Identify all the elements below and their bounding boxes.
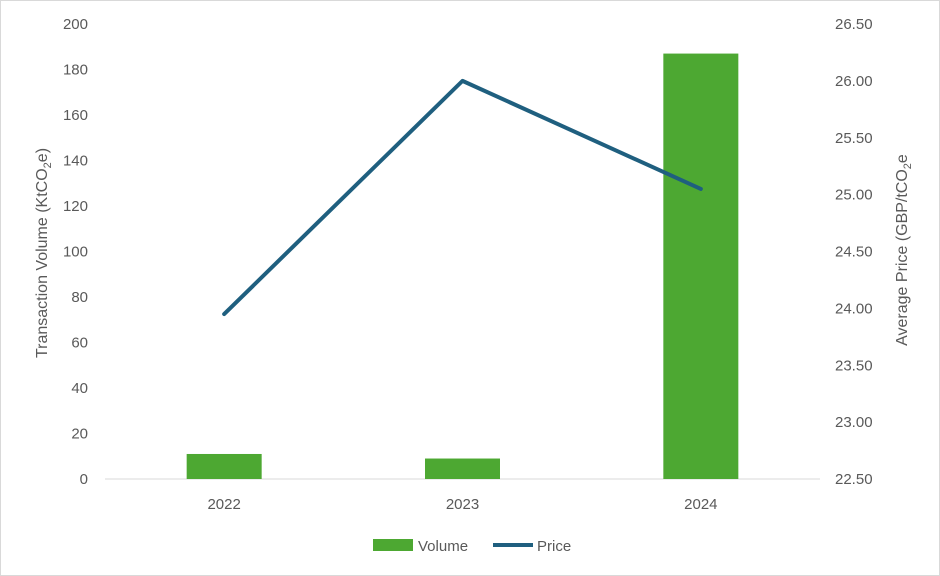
volume-bar-2023 xyxy=(425,458,500,479)
left-y-axis-title: Transaction Volume (KtCO2e) xyxy=(34,148,54,358)
legend-volume-label: Volume xyxy=(418,538,468,555)
left-y-tick-label: 180 xyxy=(63,62,88,79)
legend-price-label: Price xyxy=(537,538,571,555)
right-y-axis-title-tail: e xyxy=(894,154,911,163)
x-tick-label-2023: 2023 xyxy=(446,496,479,513)
legend: Volume Price xyxy=(373,538,571,555)
left-y-axis-title-main: Transaction Volume (KtCO xyxy=(34,168,51,358)
left-y-axis-ticks: 0 20 40 60 80 100 120 140 160 180 200 xyxy=(63,16,88,488)
right-y-tick-label: 25.50 xyxy=(835,130,873,147)
volume-bar-2022 xyxy=(186,453,262,479)
left-y-tick-label: 120 xyxy=(63,198,88,215)
left-y-tick-label: 0 xyxy=(80,471,88,488)
right-y-axis-title-subscript: 2 xyxy=(902,163,914,169)
volume-bars xyxy=(186,53,739,479)
left-y-tick-label: 20 xyxy=(71,426,88,443)
left-y-axis-title-tail: e) xyxy=(34,148,51,162)
right-y-tick-label: 25.00 xyxy=(835,187,873,204)
right-y-axis-title-main: Average Price (GBP/tCO xyxy=(894,169,911,346)
price-line-group xyxy=(222,78,703,317)
left-y-tick-label: 60 xyxy=(71,335,88,352)
right-y-tick-label: 26.00 xyxy=(835,73,873,90)
right-y-axis-title: Average Price (GBP/tCO2e xyxy=(894,154,914,346)
x-axis-ticks: 2022 2023 2024 xyxy=(207,496,717,513)
left-y-tick-label: 80 xyxy=(71,289,88,306)
right-y-tick-label: 26.50 xyxy=(835,16,873,33)
right-y-tick-label: 24.00 xyxy=(835,300,873,317)
right-y-tick-label: 22.50 xyxy=(835,471,873,488)
x-tick-label-2024: 2024 xyxy=(684,496,717,513)
x-tick-label-2022: 2022 xyxy=(207,496,240,513)
volume-bar-2024 xyxy=(663,53,739,479)
right-y-axis-ticks: 22.50 23.00 23.50 24.00 24.50 25.00 25.50 26.00… xyxy=(835,16,873,488)
left-y-tick-label: 160 xyxy=(63,107,88,124)
right-y-tick-label: 23.00 xyxy=(835,414,873,431)
price-line xyxy=(222,78,703,317)
left-y-tick-label: 40 xyxy=(71,380,88,397)
left-y-axis-title-subscript: 2 xyxy=(42,162,54,168)
left-y-tick-label: 100 xyxy=(63,244,88,261)
left-y-tick-label: 200 xyxy=(63,16,88,33)
legend-volume-swatch xyxy=(373,539,413,551)
right-y-tick-label: 24.50 xyxy=(835,244,873,261)
left-y-tick-label: 140 xyxy=(63,153,88,170)
right-y-tick-label: 23.50 xyxy=(835,357,873,374)
